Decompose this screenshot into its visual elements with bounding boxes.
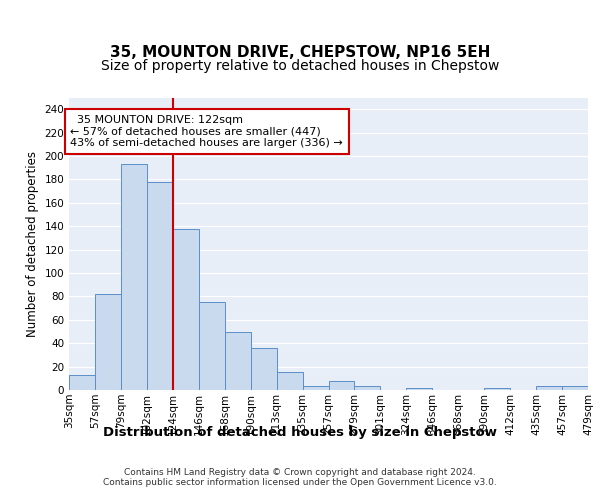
Bar: [95, 294, 121, 390]
Bar: [69, 375, 95, 390]
Bar: [173, 228, 199, 390]
Text: 35 MOUNTON DRIVE: 122sqm  
← 57% of detached houses are smaller (447)
43% of sem: 35 MOUNTON DRIVE: 122sqm ← 57% of detach…: [70, 115, 343, 148]
Text: 35, MOUNTON DRIVE, CHEPSTOW, NP16 5EH: 35, MOUNTON DRIVE, CHEPSTOW, NP16 5EH: [110, 45, 490, 60]
Bar: [251, 348, 277, 390]
Text: Contains HM Land Registry data © Crown copyright and database right 2024.
Contai: Contains HM Land Registry data © Crown c…: [103, 468, 497, 487]
Bar: [199, 302, 224, 390]
Bar: [121, 164, 147, 390]
Text: Size of property relative to detached houses in Chepstow: Size of property relative to detached ho…: [101, 59, 499, 73]
Y-axis label: Number of detached properties: Number of detached properties: [26, 151, 39, 337]
Bar: [147, 182, 173, 390]
Bar: [302, 386, 329, 390]
Bar: [329, 380, 355, 390]
Bar: [277, 372, 302, 390]
Bar: [562, 386, 588, 390]
Bar: [536, 386, 562, 390]
Bar: [225, 332, 251, 390]
Text: Distribution of detached houses by size in Chepstow: Distribution of detached houses by size …: [103, 426, 497, 439]
Bar: [406, 388, 432, 390]
Bar: [355, 386, 380, 390]
Bar: [484, 388, 510, 390]
